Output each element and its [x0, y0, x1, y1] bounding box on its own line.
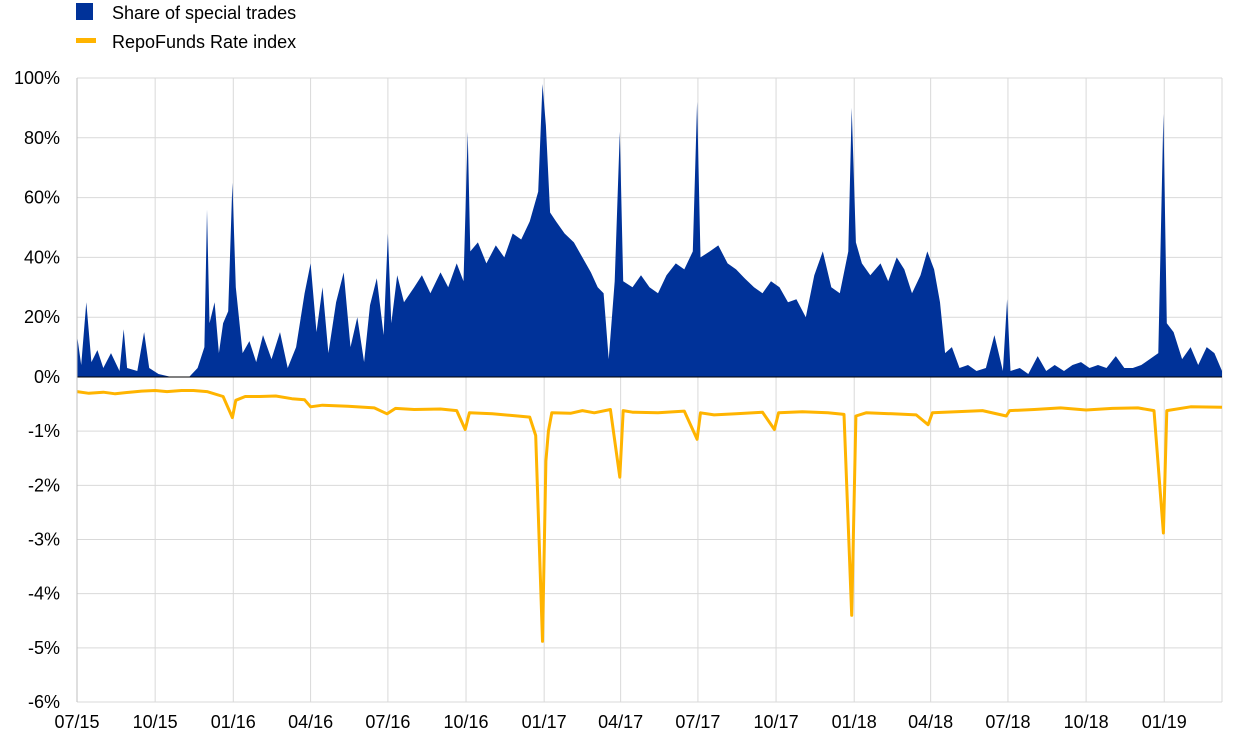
x-tick-label: 10/15 — [133, 712, 178, 732]
x-tick-label: 10/18 — [1064, 712, 1109, 732]
y-tick-label: -6% — [28, 692, 60, 712]
x-tick-label: 04/18 — [908, 712, 953, 732]
y-tick-label: 80% — [24, 128, 60, 148]
legend: Share of special trades RepoFunds Rate i… — [76, 3, 296, 52]
y-tick-label: -1% — [28, 421, 60, 441]
y-tick-label: -2% — [28, 475, 60, 495]
series-line-repofunds — [76, 389, 1223, 643]
axes: 0%20%40%60%80%100%-1%-2%-3%-4%-5%-6%07/1… — [14, 68, 1222, 732]
series-layer — [76, 84, 1223, 643]
y-tick-label: -3% — [28, 530, 60, 550]
x-tick-label: 04/16 — [288, 712, 333, 732]
y-tick-label: 60% — [24, 188, 60, 208]
x-tick-label: 01/16 — [211, 712, 256, 732]
x-tick-label: 10/16 — [444, 712, 489, 732]
x-tick-label: 07/15 — [54, 712, 99, 732]
series-area-special-trades — [77, 84, 1222, 377]
legend-label-special-trades: Share of special trades — [112, 3, 296, 23]
x-tick-label: 01/18 — [832, 712, 877, 732]
y-tick-label: -4% — [28, 584, 60, 604]
x-tick-label: 04/17 — [598, 712, 643, 732]
y-tick-label: -5% — [28, 638, 60, 658]
y-tick-label: 40% — [24, 247, 60, 267]
x-tick-label: 07/18 — [985, 712, 1030, 732]
x-tick-label: 10/17 — [754, 712, 799, 732]
legend-label-repofunds: RepoFunds Rate index — [112, 32, 296, 52]
grid — [76, 77, 1223, 703]
legend-swatch-repofunds — [76, 38, 96, 43]
y-tick-label: 20% — [24, 307, 60, 327]
y-tick-label: 0% — [34, 367, 60, 387]
legend-swatch-special-trades — [76, 3, 93, 20]
x-tick-label: 01/17 — [522, 712, 567, 732]
x-tick-label: 07/16 — [365, 712, 410, 732]
x-tick-label: 07/17 — [675, 712, 720, 732]
y-tick-label: 100% — [14, 68, 60, 88]
x-tick-label: 01/19 — [1142, 712, 1187, 732]
